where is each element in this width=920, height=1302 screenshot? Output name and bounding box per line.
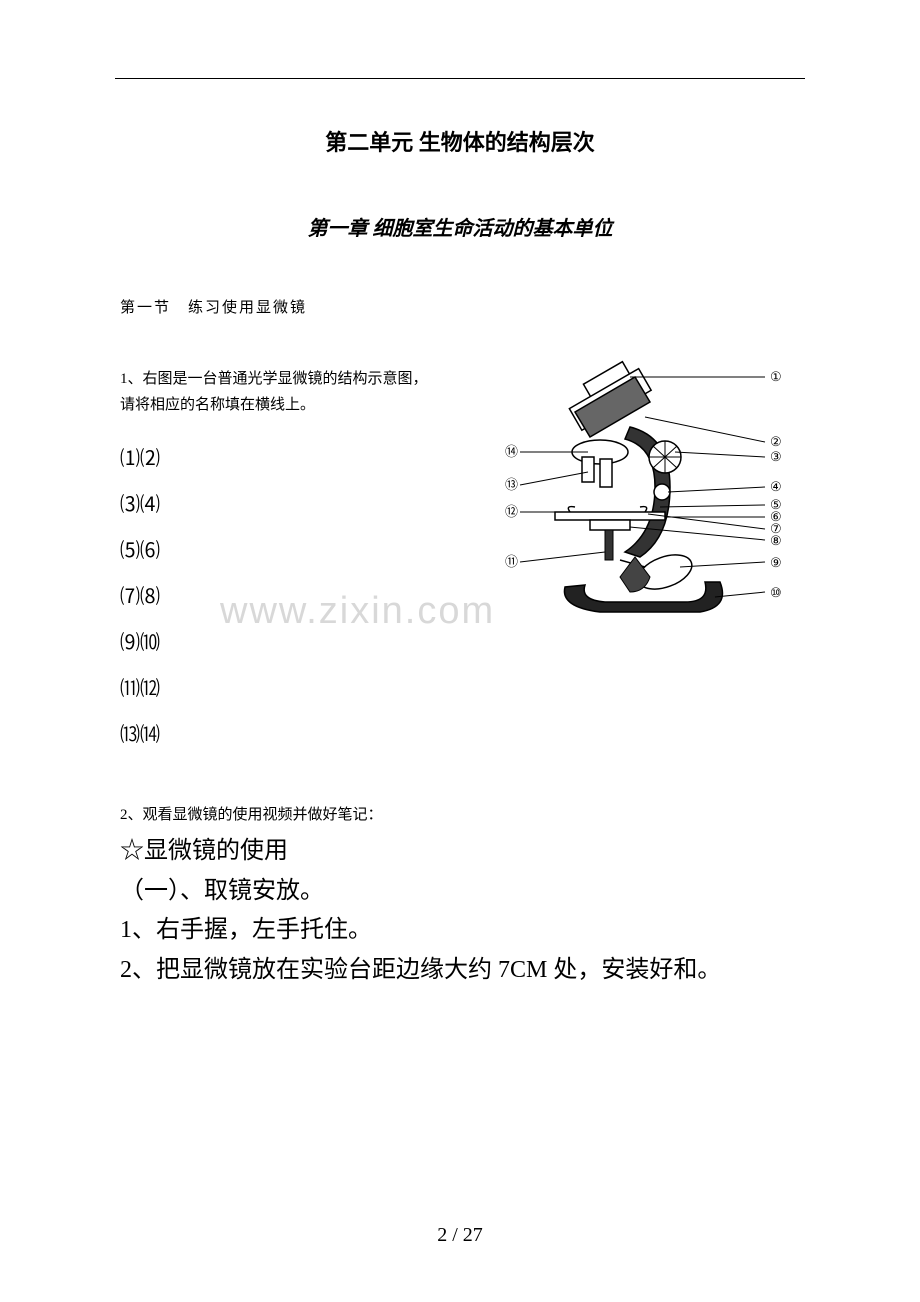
label-9: ⑨ xyxy=(770,555,782,570)
question-1: 1、右图是一台普通光学显微镜的结构示意图， 请将相应的名称填在横线上。 ⑴⑵ ⑶… xyxy=(120,367,800,758)
note-line-3: 1、右手握，左手托住。 xyxy=(120,911,800,951)
label-8: ⑧ xyxy=(770,533,782,548)
answer-row-6: ⑾⑿ xyxy=(120,666,800,712)
microscope-diagram: ① ② ③ ④ ⑤ ⑥ ⑦ ⑧ ⑨ ⑩ ⑭ ⑬ ⑫ ⑪ xyxy=(470,357,810,667)
label-10: ⑩ xyxy=(770,585,782,600)
question-2: 2、观看显微镜的使用视频并做好笔记： xyxy=(120,803,800,824)
section-title: 第一节 练习使用显微镜 xyxy=(120,296,800,317)
note-line-1: ☆显微镜的使用 xyxy=(120,832,800,872)
label-4: ④ xyxy=(770,479,782,494)
note-line-4: 2、把显微镜放在实验台距边缘大约 7CM 处，安装好和。 xyxy=(120,951,800,991)
label-11: ⑪ xyxy=(505,554,518,569)
answer-row-7: ⒀⒁ xyxy=(120,712,800,758)
page-number: 2 / 27 xyxy=(0,1224,920,1247)
label-2: ② xyxy=(770,434,782,449)
q1-line2: 请将相应的名称填在横线上。 xyxy=(120,397,315,413)
q1-prompt: 1、右图是一台普通光学显微镜的结构示意图， 请将相应的名称填在横线上。 xyxy=(120,367,450,418)
label-12: ⑫ xyxy=(505,504,518,519)
watermark: www.zixin.com xyxy=(220,590,495,633)
label-1: ① xyxy=(770,369,782,384)
label-13: ⑬ xyxy=(505,477,518,492)
label-3: ③ xyxy=(770,449,782,464)
label-14: ⑭ xyxy=(505,444,518,459)
unit-title: 第二单元 生物体的结构层次 xyxy=(120,125,800,157)
note-line-2: （一）、取镜安放。 xyxy=(120,872,800,912)
top-divider xyxy=(115,78,805,79)
q1-line1: 1、右图是一台普通光学显微镜的结构示意图， xyxy=(120,371,428,387)
chapter-title: 第一章 细胞室生命活动的基本单位 xyxy=(120,212,800,241)
